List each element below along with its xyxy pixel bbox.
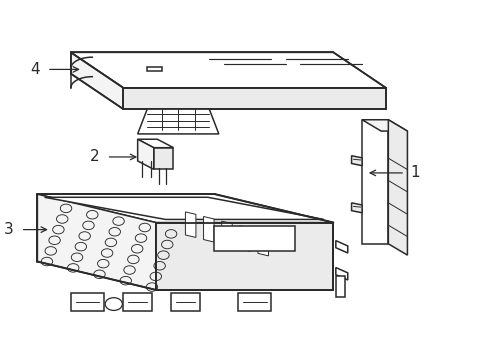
Polygon shape	[335, 267, 347, 280]
Polygon shape	[138, 139, 153, 169]
Text: 2: 2	[90, 149, 99, 165]
Polygon shape	[44, 197, 323, 220]
Text: 3: 3	[4, 222, 14, 237]
Polygon shape	[71, 53, 385, 88]
Polygon shape	[258, 230, 268, 256]
Polygon shape	[214, 226, 295, 251]
Polygon shape	[123, 88, 385, 109]
Polygon shape	[37, 194, 333, 222]
Polygon shape	[335, 276, 345, 297]
Polygon shape	[351, 156, 361, 166]
Polygon shape	[351, 203, 361, 213]
Polygon shape	[185, 212, 196, 238]
Polygon shape	[71, 53, 123, 109]
Polygon shape	[361, 120, 387, 244]
Polygon shape	[123, 293, 152, 311]
Text: 4: 4	[30, 62, 40, 77]
Polygon shape	[361, 120, 407, 131]
Polygon shape	[171, 293, 199, 311]
Polygon shape	[221, 221, 232, 247]
Circle shape	[105, 298, 122, 310]
Polygon shape	[238, 293, 271, 311]
Polygon shape	[138, 139, 173, 148]
Polygon shape	[37, 194, 156, 290]
Polygon shape	[153, 148, 173, 169]
Polygon shape	[203, 216, 214, 242]
Polygon shape	[335, 240, 347, 253]
Polygon shape	[156, 222, 333, 290]
Polygon shape	[71, 293, 104, 311]
Polygon shape	[239, 226, 250, 251]
Polygon shape	[387, 120, 407, 255]
Polygon shape	[147, 67, 161, 71]
Polygon shape	[138, 109, 219, 134]
Text: 1: 1	[409, 165, 419, 180]
